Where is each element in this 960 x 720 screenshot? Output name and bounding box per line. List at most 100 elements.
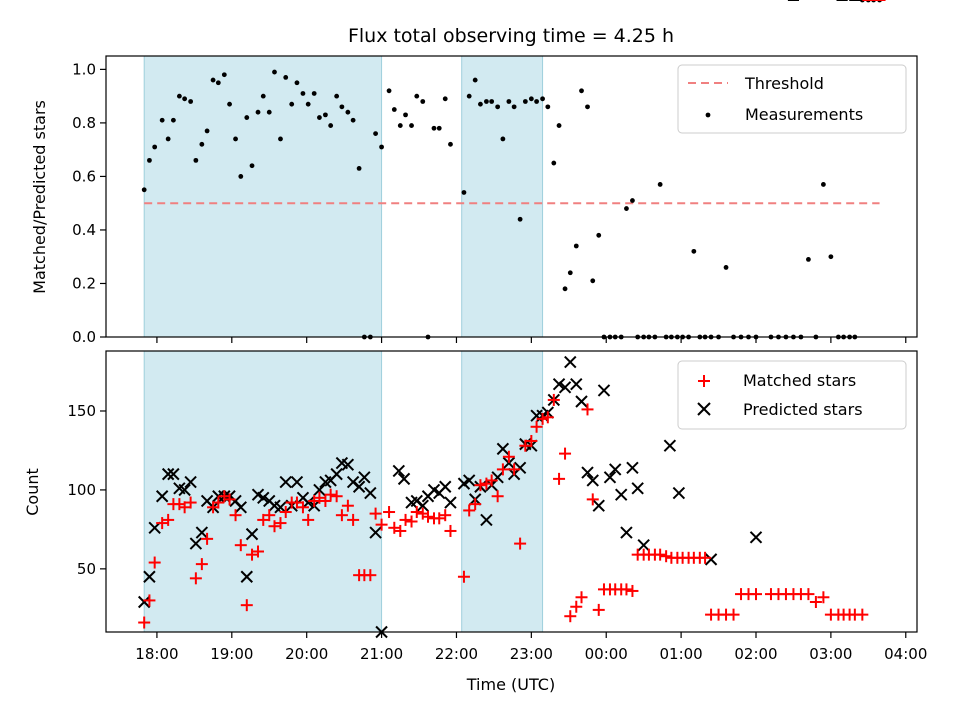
top-y-ticks: 0.0 0.2 0.4 0.6 0.8 1.0	[72, 60, 106, 346]
legend-matched-label: Matched stars	[743, 371, 856, 390]
legend-predicted-swatch	[697, 402, 711, 416]
matched-star-marker	[399, 513, 412, 526]
x-tick-label: 04:00	[884, 645, 927, 663]
matched-star-marker	[212, 496, 225, 509]
predicted-star-marker	[637, 538, 650, 552]
matched-star-marker	[375, 518, 388, 531]
measurement-point	[350, 117, 356, 123]
top-legend-box	[677, 64, 907, 134]
predicted-star-marker	[148, 521, 161, 535]
matched-star-marker	[143, 594, 156, 607]
predicted-star-marker	[330, 467, 343, 481]
measurement-point	[806, 256, 811, 262]
matched-star-marker	[330, 490, 343, 503]
legend-threshold-label: Threshold	[744, 74, 824, 93]
matched-star-marker	[369, 507, 382, 520]
top-panel: 0.0 0.2 0.4 0.6 0.8 1.0 Matched/Predicted sta…	[30, 0, 918, 346]
matched-star-marker	[547, 393, 560, 406]
measurement-point	[590, 278, 596, 284]
matched-star-marker	[856, 608, 869, 621]
predicted-star-marker	[155, 490, 169, 503]
bottom-axes-frame	[105, 350, 918, 633]
measurement-point	[723, 265, 729, 270]
predicted-star-marker	[564, 355, 577, 369]
measurement-point	[152, 144, 158, 150]
legend-measurements-label: Measurements	[745, 105, 863, 124]
matched-star-marker	[201, 532, 214, 545]
matched-star-marker	[364, 569, 377, 582]
matched-star-marker	[817, 591, 830, 604]
measurement-point	[506, 99, 512, 104]
measurement-point	[534, 99, 539, 104]
matched-star-marker	[469, 498, 482, 511]
matched-star-marker	[439, 509, 452, 522]
measurement-point	[495, 104, 501, 110]
x-tick-label: 21:00	[360, 645, 403, 663]
measurement-point	[193, 157, 199, 163]
predicted-star-marker	[626, 461, 639, 475]
predicted-star-marker	[581, 466, 594, 479]
measurement-point	[272, 69, 277, 75]
predicted-star-marker	[575, 395, 588, 408]
measurement-point	[420, 99, 426, 104]
x-tick-label: 19:00	[210, 645, 253, 663]
predicted-star-marker	[631, 482, 644, 495]
measurement-point	[630, 198, 635, 203]
matched-star-marker	[802, 588, 815, 601]
matched-star-marker	[319, 494, 332, 507]
matched-star-marker	[660, 550, 673, 563]
measurement-point	[210, 77, 216, 83]
matched-star-marker	[189, 572, 202, 585]
predicted-stars-markers	[137, 0, 868, 639]
bottom-legend: Matched stars Predicted stars	[677, 360, 907, 430]
measurement-point	[540, 96, 545, 102]
matched-star-marker	[223, 493, 236, 506]
predicted-star-marker	[184, 475, 197, 489]
predicted-star-marker	[279, 475, 292, 489]
measurement-point	[461, 190, 467, 195]
predicted-star-marker	[620, 526, 633, 539]
predicted-star-marker	[178, 483, 191, 497]
measurement-point	[323, 112, 328, 118]
top-shaded-intervals	[143, 55, 544, 338]
measurement-point	[188, 99, 194, 104]
matched-star-marker	[463, 504, 476, 517]
measurement-point	[624, 206, 629, 211]
matched-star-marker	[405, 515, 418, 528]
matched-star-marker	[229, 509, 242, 522]
matched-star-marker	[394, 524, 407, 537]
predicted-star-marker	[274, 501, 287, 514]
measurement-point	[556, 123, 562, 128]
predicted-star-marker	[352, 480, 366, 493]
top-shade-1	[461, 55, 544, 338]
measurement-point	[373, 131, 378, 137]
predicted-star-marker	[341, 458, 355, 471]
predicted-star-marker	[558, 381, 572, 394]
bottom-y-tick-label: 100	[67, 481, 96, 499]
measurement-point	[466, 93, 472, 99]
matched-star-marker	[457, 570, 470, 583]
measurement-point	[170, 117, 176, 123]
predicted-star-marker	[444, 496, 457, 509]
matched-star-marker	[302, 513, 315, 526]
predicted-star-marker	[704, 553, 718, 566]
measurement-point	[300, 91, 306, 96]
matched-star-marker	[586, 493, 599, 506]
measurement-point	[379, 144, 384, 150]
matched-star-marker	[525, 434, 538, 447]
matched-star-marker	[654, 548, 667, 561]
top-legend: Threshold Measurements	[677, 64, 907, 134]
measurement-point	[596, 232, 602, 238]
measurement-point	[691, 248, 697, 254]
measurement-point	[391, 107, 397, 112]
predicted-star-marker	[245, 527, 259, 541]
matched-star-marker	[195, 558, 208, 571]
legend-predicted-label: Predicted stars	[743, 400, 863, 419]
predicted-star-marker	[416, 499, 429, 512]
matched-star-marker	[541, 411, 554, 424]
bottom-y-ticks: 50 100 150	[67, 402, 106, 578]
predicted-star-marker	[439, 480, 452, 493]
measurement-point	[489, 99, 495, 104]
matched-star-marker	[474, 479, 487, 492]
